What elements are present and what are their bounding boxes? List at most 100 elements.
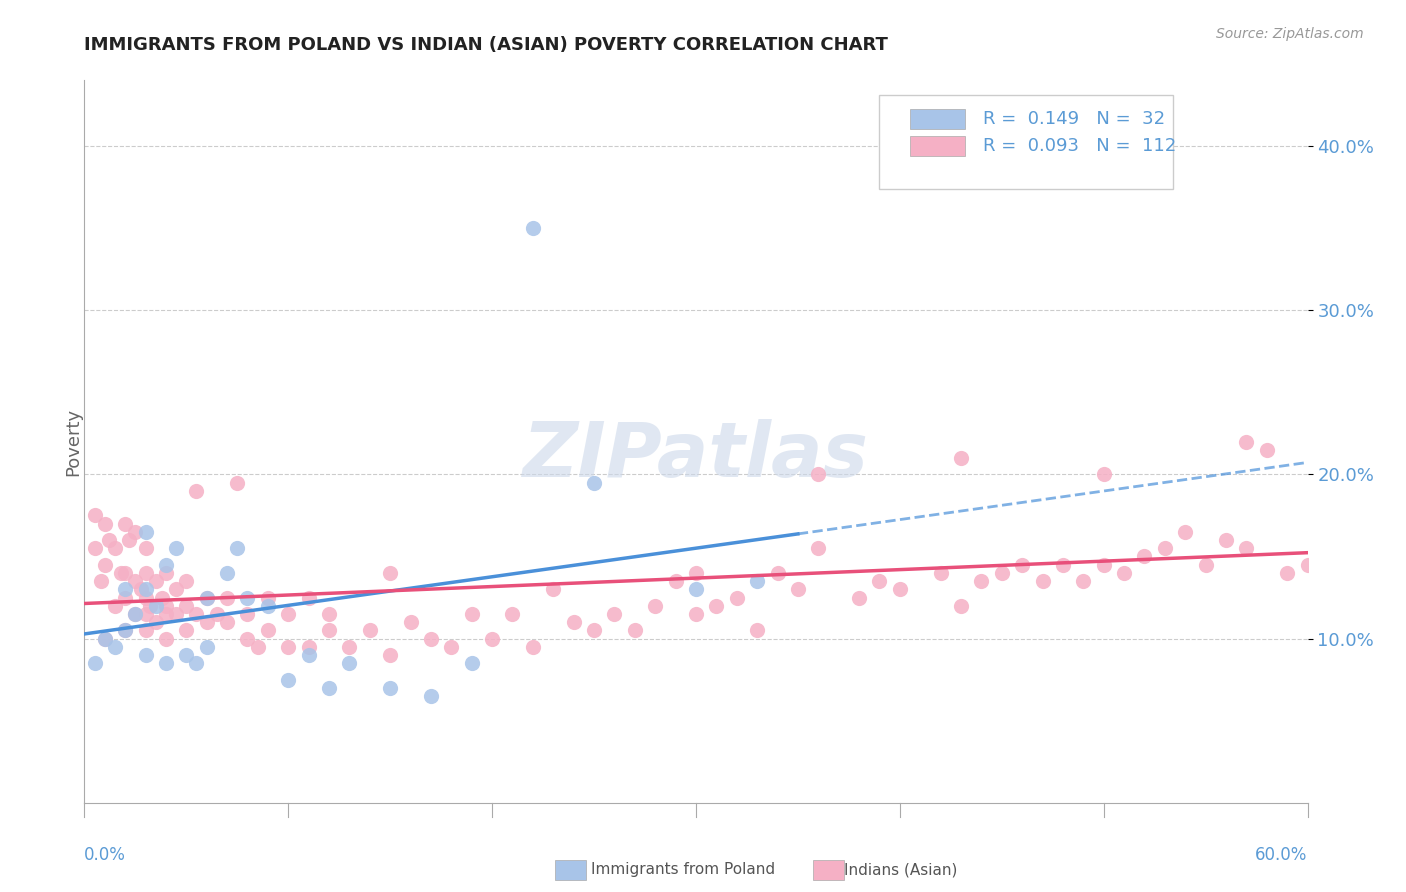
Point [205, 607, 228, 621]
Point [186, 483, 208, 498]
Point [93, 632, 115, 646]
Point [174, 574, 197, 588]
Bar [910, 136, 965, 156]
Point [339, 640, 361, 654]
Point [217, 615, 239, 630]
Point [1011, 558, 1033, 572]
Point [1277, 566, 1299, 580]
Point [1073, 574, 1095, 588]
Y-axis label: Poverty: Poverty [65, 408, 82, 475]
Point [583, 624, 606, 638]
Point [1114, 566, 1136, 580]
Point [155, 632, 177, 646]
Point [226, 475, 249, 490]
Point [124, 524, 146, 539]
Point [1092, 467, 1115, 482]
Point [90, 574, 112, 588]
Point [257, 599, 280, 613]
Point [1256, 442, 1278, 457]
Point [1092, 558, 1115, 572]
Point [104, 640, 127, 654]
Point [665, 574, 688, 588]
Point [150, 591, 173, 605]
Point [246, 640, 269, 654]
Point [1032, 574, 1054, 588]
Point [380, 566, 402, 580]
Point [339, 657, 361, 671]
Point [93, 558, 115, 572]
Point [318, 624, 340, 638]
Text: 0.0%: 0.0% [84, 847, 127, 864]
Point [145, 615, 167, 630]
Point [624, 624, 647, 638]
Point [298, 648, 321, 662]
Point [747, 574, 769, 588]
Point [481, 632, 503, 646]
Point [83, 508, 105, 523]
Point [155, 607, 177, 621]
Point [747, 624, 769, 638]
Point [145, 599, 167, 613]
FancyBboxPatch shape [880, 95, 1173, 189]
Point [1236, 434, 1258, 449]
Point [114, 516, 136, 531]
Point [1174, 524, 1197, 539]
Point [399, 615, 422, 630]
Point [1195, 558, 1218, 572]
Point [950, 450, 973, 465]
Point [155, 599, 177, 613]
Point [195, 615, 218, 630]
Point [706, 599, 728, 613]
Point [135, 541, 157, 556]
Text: Immigrants from Poland: Immigrants from Poland [591, 863, 775, 877]
Point [110, 566, 132, 580]
Point [135, 607, 157, 621]
Point [186, 607, 208, 621]
Point [145, 574, 167, 588]
Text: R =  0.093   N =  112: R = 0.093 N = 112 [983, 137, 1177, 155]
Text: Source: ZipAtlas.com: Source: ZipAtlas.com [1216, 27, 1364, 41]
Point [155, 657, 177, 671]
Text: R =  0.149   N =  32: R = 0.149 N = 32 [983, 111, 1166, 128]
Point [380, 681, 402, 695]
Point [543, 582, 565, 597]
Point [195, 591, 218, 605]
Point [135, 591, 157, 605]
Point [970, 574, 993, 588]
Point [1215, 533, 1237, 547]
Point [124, 607, 146, 621]
Point [298, 591, 321, 605]
Point [155, 566, 177, 580]
Point [502, 607, 524, 621]
Point [1133, 549, 1156, 564]
Point [236, 607, 259, 621]
Point [685, 607, 707, 621]
Point [807, 541, 830, 556]
Point [991, 566, 1014, 580]
Point [359, 624, 381, 638]
Point [257, 624, 280, 638]
Point [725, 591, 748, 605]
Point [165, 541, 187, 556]
Point [93, 632, 115, 646]
Point [848, 591, 870, 605]
Point [217, 566, 239, 580]
Point [277, 673, 299, 687]
Point [104, 541, 127, 556]
Point [461, 607, 484, 621]
Point [950, 599, 973, 613]
Point [522, 221, 544, 235]
Point [929, 566, 952, 580]
Point [236, 591, 259, 605]
Point [766, 566, 789, 580]
Bar [910, 109, 965, 129]
Point [124, 574, 146, 588]
Point [318, 607, 340, 621]
Point [135, 648, 157, 662]
Point [236, 632, 259, 646]
Point [583, 475, 606, 490]
Point [420, 689, 443, 703]
Point [93, 516, 115, 531]
Point [114, 624, 136, 638]
Point [97, 533, 120, 547]
